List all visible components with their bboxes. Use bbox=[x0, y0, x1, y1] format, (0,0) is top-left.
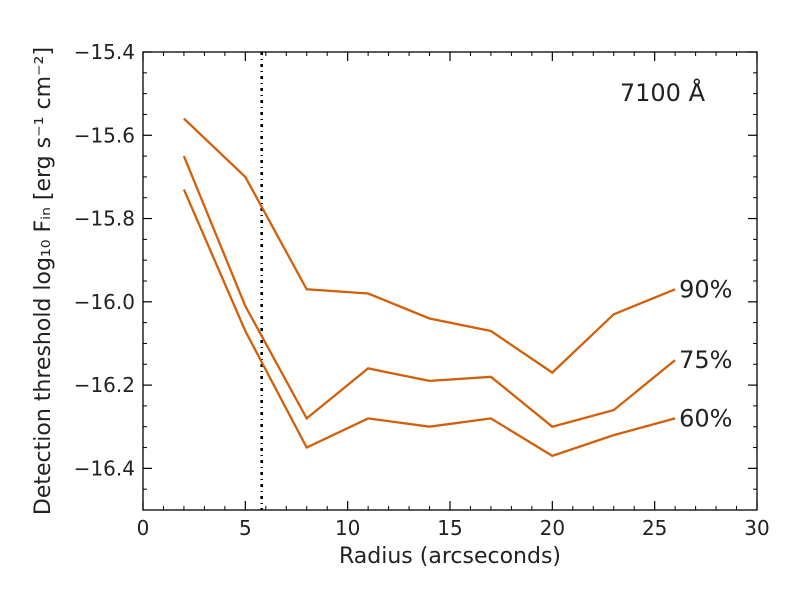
x-tick-label: 20 bbox=[540, 516, 565, 540]
y-tick-label: −15.4 bbox=[74, 40, 135, 64]
series-label-2: 75% bbox=[679, 346, 732, 374]
x-tick-label: 5 bbox=[239, 516, 252, 540]
series-line-1 bbox=[183, 117, 676, 375]
annotation-wavelength: 7100 Å bbox=[620, 78, 706, 107]
x-tick-label: 25 bbox=[642, 516, 667, 540]
x-tick-label: 0 bbox=[137, 516, 150, 540]
plot-frame bbox=[142, 51, 758, 511]
x-axis-label: Radius (arcseconds) bbox=[339, 544, 561, 569]
x-tick-label: 10 bbox=[335, 516, 360, 540]
y-tick-label: −16.0 bbox=[74, 290, 135, 314]
series-line-2 bbox=[182, 155, 676, 428]
x-tick-label: 30 bbox=[744, 516, 769, 540]
y-tick-label: −16.4 bbox=[74, 456, 135, 480]
y-axis-label: Detection threshold log₁₀ Fᵢₙ [erg s⁻¹ c… bbox=[31, 47, 56, 515]
y-tick-label: −15.6 bbox=[74, 123, 135, 147]
y-tick-label: −15.8 bbox=[74, 207, 135, 231]
series-label-3: 60% bbox=[679, 404, 732, 432]
series-label-1: 90% bbox=[679, 275, 732, 303]
y-tick-label: −16.2 bbox=[74, 373, 135, 397]
series-line-3 bbox=[182, 188, 676, 458]
x-tick-label: 15 bbox=[437, 516, 462, 540]
